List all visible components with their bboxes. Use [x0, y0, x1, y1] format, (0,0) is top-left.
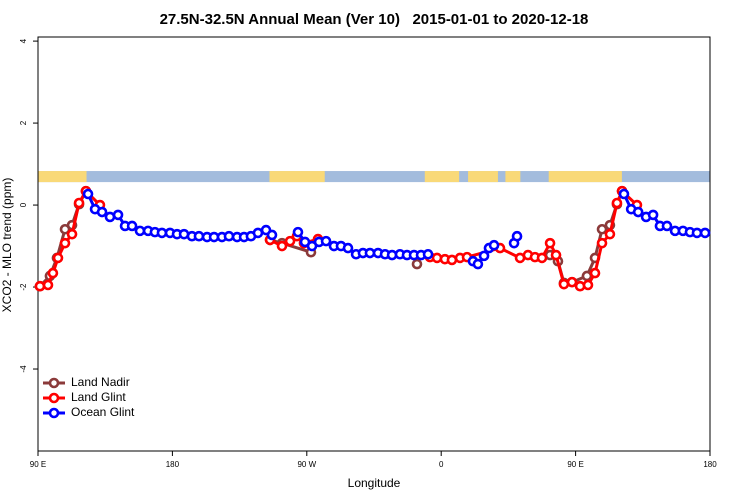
series-line: [38, 190, 624, 288]
y-tick-label: -4: [19, 365, 28, 373]
y-tick-label: 0: [19, 202, 28, 207]
data-point: [472, 258, 484, 270]
land-strip: [269, 171, 325, 183]
data-point: [47, 267, 59, 279]
ocean-strip: [38, 171, 710, 183]
y-tick-label: -2: [19, 283, 28, 291]
data-point: [276, 240, 288, 252]
data-point: [647, 209, 659, 221]
data-point: [618, 188, 630, 200]
legend-label: Ocean Glint: [71, 405, 135, 419]
data-point: [632, 206, 644, 218]
x-tick-label: 0: [439, 460, 444, 469]
data-point: [411, 258, 423, 270]
data-point: [193, 230, 205, 242]
data-point: [96, 206, 108, 218]
legend-label: Land Glint: [71, 390, 126, 404]
x-tick-label: 180: [703, 460, 717, 469]
data-point: [589, 267, 601, 279]
data-point: [661, 220, 673, 232]
chart-title: 27.5N-32.5N Annual Mean (Ver 10) 2015-01…: [160, 11, 589, 28]
data-point: [604, 228, 616, 240]
data-point: [596, 237, 608, 249]
legend-marker: [48, 377, 60, 389]
legend-marker: [48, 392, 60, 404]
legend-label: Land Nadir: [71, 375, 130, 389]
data-point: [699, 227, 711, 239]
x-tick-label: 90 W: [297, 460, 316, 469]
data-point: [112, 209, 124, 221]
data-point: [266, 229, 278, 241]
data-point: [42, 279, 54, 291]
data-point: [73, 197, 85, 209]
x-tick-label: 90 E: [567, 460, 583, 469]
data-point: [544, 237, 556, 249]
data-point: [59, 237, 71, 249]
data-point: [511, 230, 523, 242]
data-point: [536, 252, 548, 264]
data-point: [52, 252, 64, 264]
data-point: [66, 228, 78, 240]
land-strip: [548, 171, 622, 183]
data-point: [292, 226, 304, 238]
land-strip: [38, 171, 87, 183]
x-tick-label: 90 E: [30, 460, 46, 469]
data-point: [223, 230, 235, 242]
data-point: [446, 254, 458, 266]
y-axis-label: XCO2 - MLO trend (ppm): [0, 178, 14, 313]
data-point: [582, 279, 594, 291]
data-point: [126, 220, 138, 232]
land-strip: [505, 171, 521, 183]
y-tick-label: 4: [19, 38, 28, 43]
land-strip: [468, 171, 498, 183]
data-point: [320, 235, 332, 247]
data-point: [342, 242, 354, 254]
data-point: [558, 278, 570, 290]
data-point: [104, 211, 116, 223]
legend-marker: [48, 407, 60, 419]
data-point: [596, 223, 608, 235]
data-point: [422, 248, 434, 260]
land-strip: [424, 171, 460, 183]
plot-frame: [37, 36, 711, 452]
data-point: [34, 280, 46, 292]
data-point: [550, 249, 562, 261]
data-point: [566, 276, 578, 288]
data-point: [488, 239, 500, 251]
x-tick-label: 180: [166, 460, 180, 469]
data-point: [611, 197, 623, 209]
x-axis-label: Longitude: [348, 476, 401, 490]
data-point: [284, 235, 296, 247]
data-point: [82, 188, 94, 200]
data-point: [478, 250, 490, 262]
y-tick-label: 2: [19, 120, 28, 125]
